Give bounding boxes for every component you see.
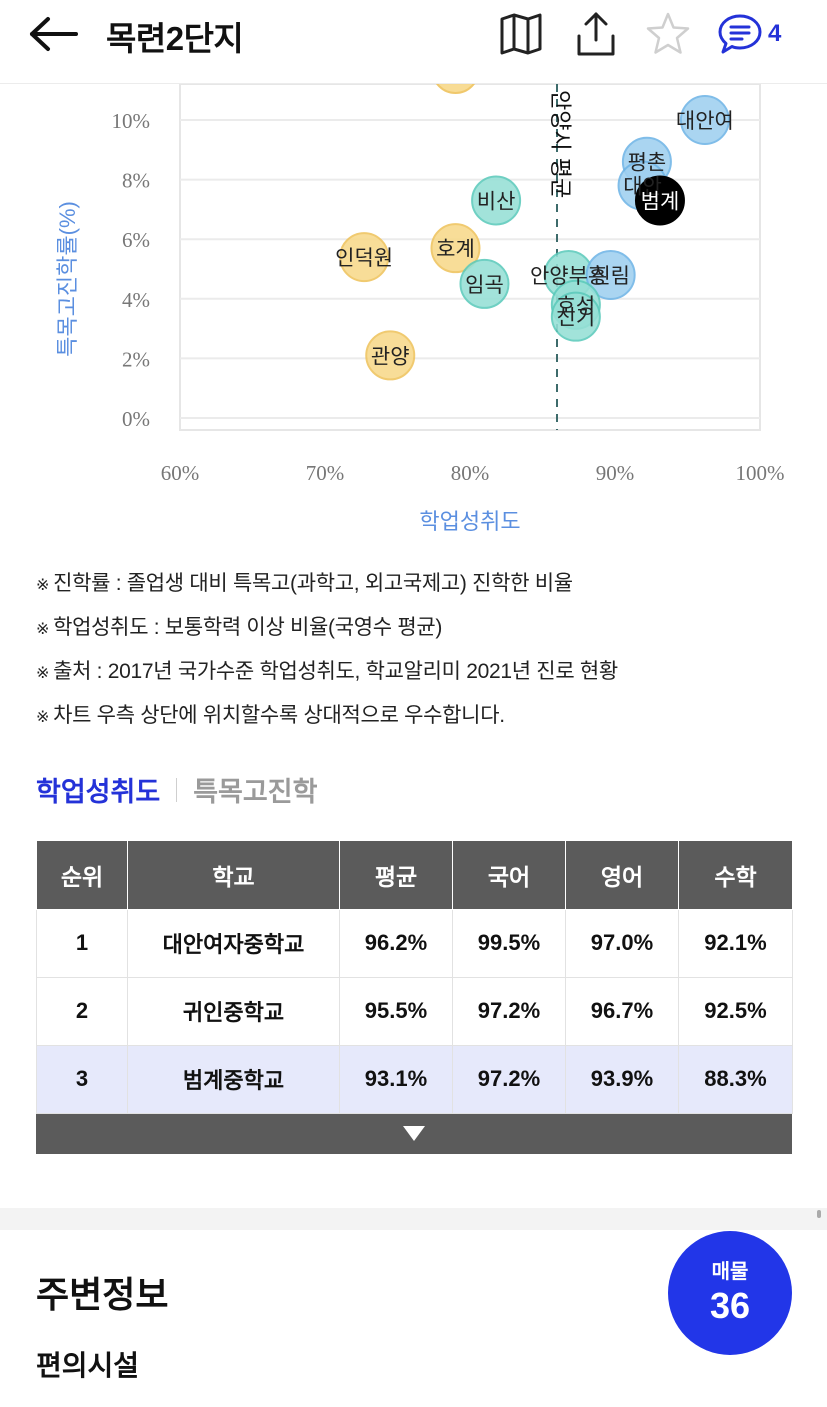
tab-special-high-school[interactable]: 특목고진학 xyxy=(193,777,318,807)
korean-cell: 97.2% xyxy=(452,976,566,1046)
school-ranking-table: 순위 학교 평균 국어 영어 수학 1 대안여자중학교 96.2% 99.5% … xyxy=(36,841,793,1154)
listings-label: 매물 xyxy=(711,1261,749,1283)
school-cell: 대안여자중학교 xyxy=(127,908,340,978)
data-point xyxy=(471,175,522,226)
section-title: 주변정보 xyxy=(36,1274,169,1315)
data-point xyxy=(550,291,601,342)
col-rank: 순위 xyxy=(36,841,128,910)
data-point-label: 호계 xyxy=(436,237,475,261)
english-cell: 97.0% xyxy=(565,908,679,978)
table-row: 1 대안여자중학교 96.2% 99.5% 97.0% 92.1% xyxy=(36,908,793,978)
chart-notes: ※ 진학률 : 졸업생 대비 특목고(과학고, 외고국제고) 진학한 비율 ※ 학업… xyxy=(36,566,796,742)
avg-cell: 95.5% xyxy=(339,976,453,1046)
rank-cell: 3 xyxy=(36,1044,128,1114)
table-row: 2 귀인중학교 95.5% 97.2% 96.7% 92.5% xyxy=(36,976,793,1046)
data-point-label: 신림 xyxy=(591,264,630,288)
y-axis-label: 특목고진학률(%) xyxy=(55,201,80,357)
col-english: 영어 xyxy=(565,841,679,910)
note-item: ※ 학업성취도 : 보통학력 이상 비율(국영수 평균) xyxy=(36,616,443,639)
school-cell: 귀인중학교 xyxy=(127,976,340,1046)
note-item: ※ 진학률 : 졸업생 대비 특목고(과학고, 외고국제고) 진학한 비율 xyxy=(36,572,573,595)
y-tick-label: 2% xyxy=(122,347,150,371)
data-point-label: 임곡 xyxy=(465,273,504,297)
table-header-row: 순위 학교 평균 국어 영어 수학 xyxy=(36,841,793,910)
tab-achievement[interactable]: 학업성취도 xyxy=(36,777,161,807)
col-average: 평균 xyxy=(339,841,453,910)
y-tick-label: 6% xyxy=(122,228,150,252)
tab-divider xyxy=(176,777,178,802)
rank-cell: 2 xyxy=(36,976,128,1046)
math-cell: 88.3% xyxy=(678,1044,793,1114)
data-point-label: 평촌 xyxy=(628,151,667,175)
avg-cell: 93.1% xyxy=(339,1044,453,1114)
data-point-label: 범계 xyxy=(641,189,680,213)
data-point xyxy=(679,95,730,145)
x-tick-label: 80% xyxy=(451,461,490,484)
reference-line-label: 안양시 평균 xyxy=(547,90,572,198)
y-tick-label: 10% xyxy=(112,109,151,133)
x-tick-label: 90% xyxy=(596,461,635,484)
data-point xyxy=(634,175,685,226)
data-point xyxy=(365,330,416,381)
note-item: ※ 차트 우측 상단에 위치할수록 상대적으로 우수합니다. xyxy=(36,704,505,727)
data-point-label: 호성 xyxy=(557,294,596,318)
chevron-down-icon xyxy=(403,1126,425,1141)
expand-table-button[interactable] xyxy=(36,1113,792,1154)
data-point xyxy=(339,232,390,283)
section-divider xyxy=(0,1208,827,1230)
back-arrow-icon[interactable] xyxy=(28,14,80,54)
korean-cell: 99.5% xyxy=(452,908,566,978)
table-row-highlighted: 3 범계중학교 93.1% 97.2% 93.9% 88.3% xyxy=(36,1044,793,1114)
listings-count: 36 xyxy=(709,1285,751,1326)
x-tick-label: 100% xyxy=(736,461,785,484)
data-point-label: 대안여 xyxy=(676,109,734,133)
data-point-clipped xyxy=(436,84,475,94)
x-tick-label: 70% xyxy=(306,461,345,484)
share-icon[interactable] xyxy=(572,10,620,58)
y-tick-label: 0% xyxy=(122,407,150,431)
school-tabs: 학업성취도 특목고진학 xyxy=(36,770,317,809)
map-icon[interactable] xyxy=(497,10,545,58)
avg-cell: 96.2% xyxy=(339,908,453,978)
rank-cell: 1 xyxy=(36,908,128,978)
col-korean: 국어 xyxy=(452,841,566,910)
y-tick-label: 8% xyxy=(122,169,150,193)
listings-button[interactable]: 매물 36 xyxy=(668,1231,792,1355)
star-icon[interactable] xyxy=(644,10,692,58)
data-point-label: 비산 xyxy=(477,189,516,213)
english-cell: 93.9% xyxy=(565,1044,679,1114)
data-point-label: 대안 xyxy=(623,175,662,199)
data-point-label: 인덕원 xyxy=(335,246,393,270)
plot-area xyxy=(179,84,761,431)
data-point xyxy=(585,249,636,300)
school-cell: 범계중학교 xyxy=(127,1044,340,1114)
math-cell: 92.5% xyxy=(678,976,793,1046)
x-tick-label: 60% xyxy=(161,461,200,484)
data-point xyxy=(430,223,481,274)
comment-count[interactable]: 4 xyxy=(768,20,782,47)
english-cell: 96.7% xyxy=(565,976,679,1046)
math-cell: 92.1% xyxy=(678,908,793,978)
chart-canvas: 0% 2% 4% 6% 8% 10% 60% 70% 80% 90% 100% 안양시 평균 대안여평촌… xyxy=(112,84,785,484)
data-point-label: 신기 xyxy=(557,306,596,330)
chat-icon[interactable] xyxy=(716,10,764,58)
data-point-label: 안양부흥 xyxy=(530,264,607,288)
x-axis-label: 학업성취도 xyxy=(419,509,521,534)
korean-cell: 97.2% xyxy=(452,1044,566,1114)
col-math: 수학 xyxy=(678,841,793,910)
y-tick-label: 4% xyxy=(122,288,150,312)
page-title: 목련2단지 xyxy=(106,20,244,57)
col-school: 학교 xyxy=(127,841,340,910)
data-point xyxy=(459,258,510,309)
section-subtitle: 편의시설 xyxy=(36,1350,140,1381)
scroll-indicator xyxy=(817,1210,821,1218)
app-header: 목련2단지 4 xyxy=(0,0,827,84)
note-item: ※ 출처 : 2017년 국가수준 학업성취도, 학교알리미 2021년 진로 현… xyxy=(36,660,618,683)
data-point-label: 관양 xyxy=(371,344,410,368)
